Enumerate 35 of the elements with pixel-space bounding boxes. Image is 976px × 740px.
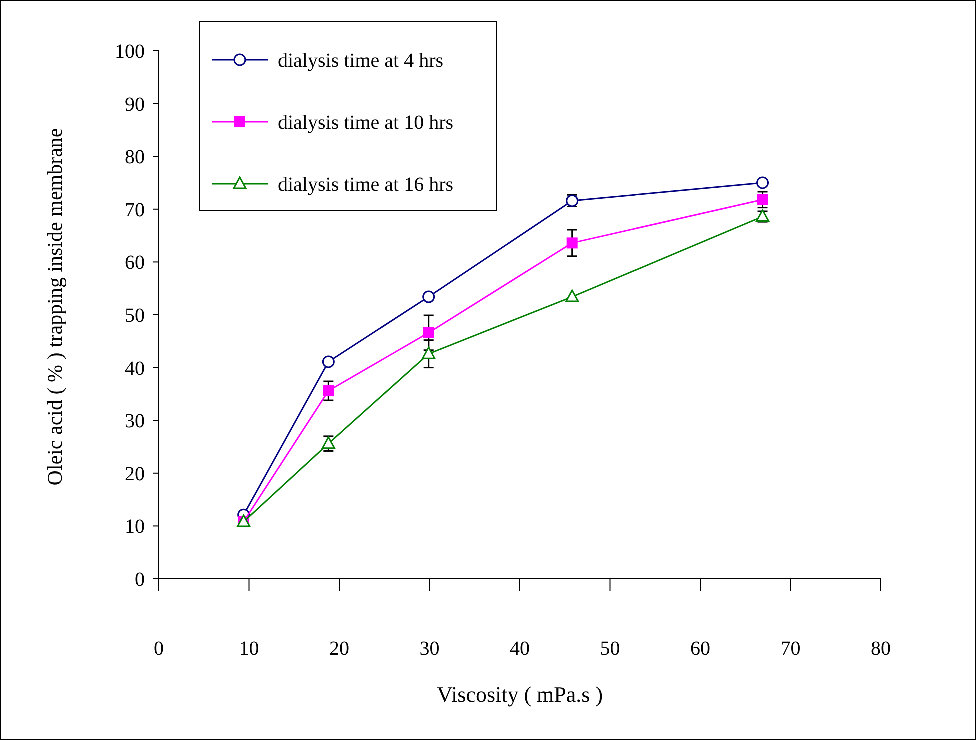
point — [422, 346, 436, 360]
y-axis-title: Oleic acid ( % ) trapping inside membrane — [43, 128, 67, 486]
point — [322, 436, 336, 450]
point — [323, 386, 334, 397]
y-tick-label: 30 — [125, 410, 145, 433]
x-tick-label: 70 — [780, 638, 801, 660]
y-tick-label: 20 — [125, 463, 145, 486]
y-tick-label: 90 — [125, 94, 145, 116]
x-tick-label: 60 — [690, 638, 710, 660]
point — [566, 238, 578, 249]
point — [756, 176, 770, 190]
x-tick-label: 50 — [600, 638, 620, 660]
point — [757, 194, 768, 206]
y-tick-label: 50 — [125, 305, 145, 327]
y-tick-label: 0 — [135, 569, 145, 591]
y-tick-label: 40 — [125, 358, 145, 380]
point — [566, 290, 580, 302]
legend-label: dialysis time at 16 hrs — [278, 174, 454, 196]
legend-label: dialysis time at 10 hrs — [278, 112, 454, 134]
y-tick-label: 80 — [125, 146, 145, 169]
x-tick-label: 40 — [510, 638, 530, 660]
y-tick-label: 100 — [115, 41, 145, 63]
legend-label: dialysis time at 4 hrs — [278, 50, 444, 72]
point — [422, 290, 436, 304]
x-axis-title: Viscosity ( mPa.s ) — [436, 682, 604, 707]
y-tick-label: 60 — [125, 252, 145, 274]
x-tick-label: 10 — [239, 638, 260, 660]
x-tick-label: 30 — [420, 638, 440, 660]
y-tick-label: 10 — [125, 516, 145, 538]
x-tick-label: 0 — [154, 638, 164, 660]
point — [322, 356, 335, 368]
x-tick-label: 80 — [871, 638, 891, 660]
point — [423, 327, 434, 338]
y-tick-label: 70 — [125, 199, 145, 222]
x-tick-label: 20 — [330, 638, 350, 660]
